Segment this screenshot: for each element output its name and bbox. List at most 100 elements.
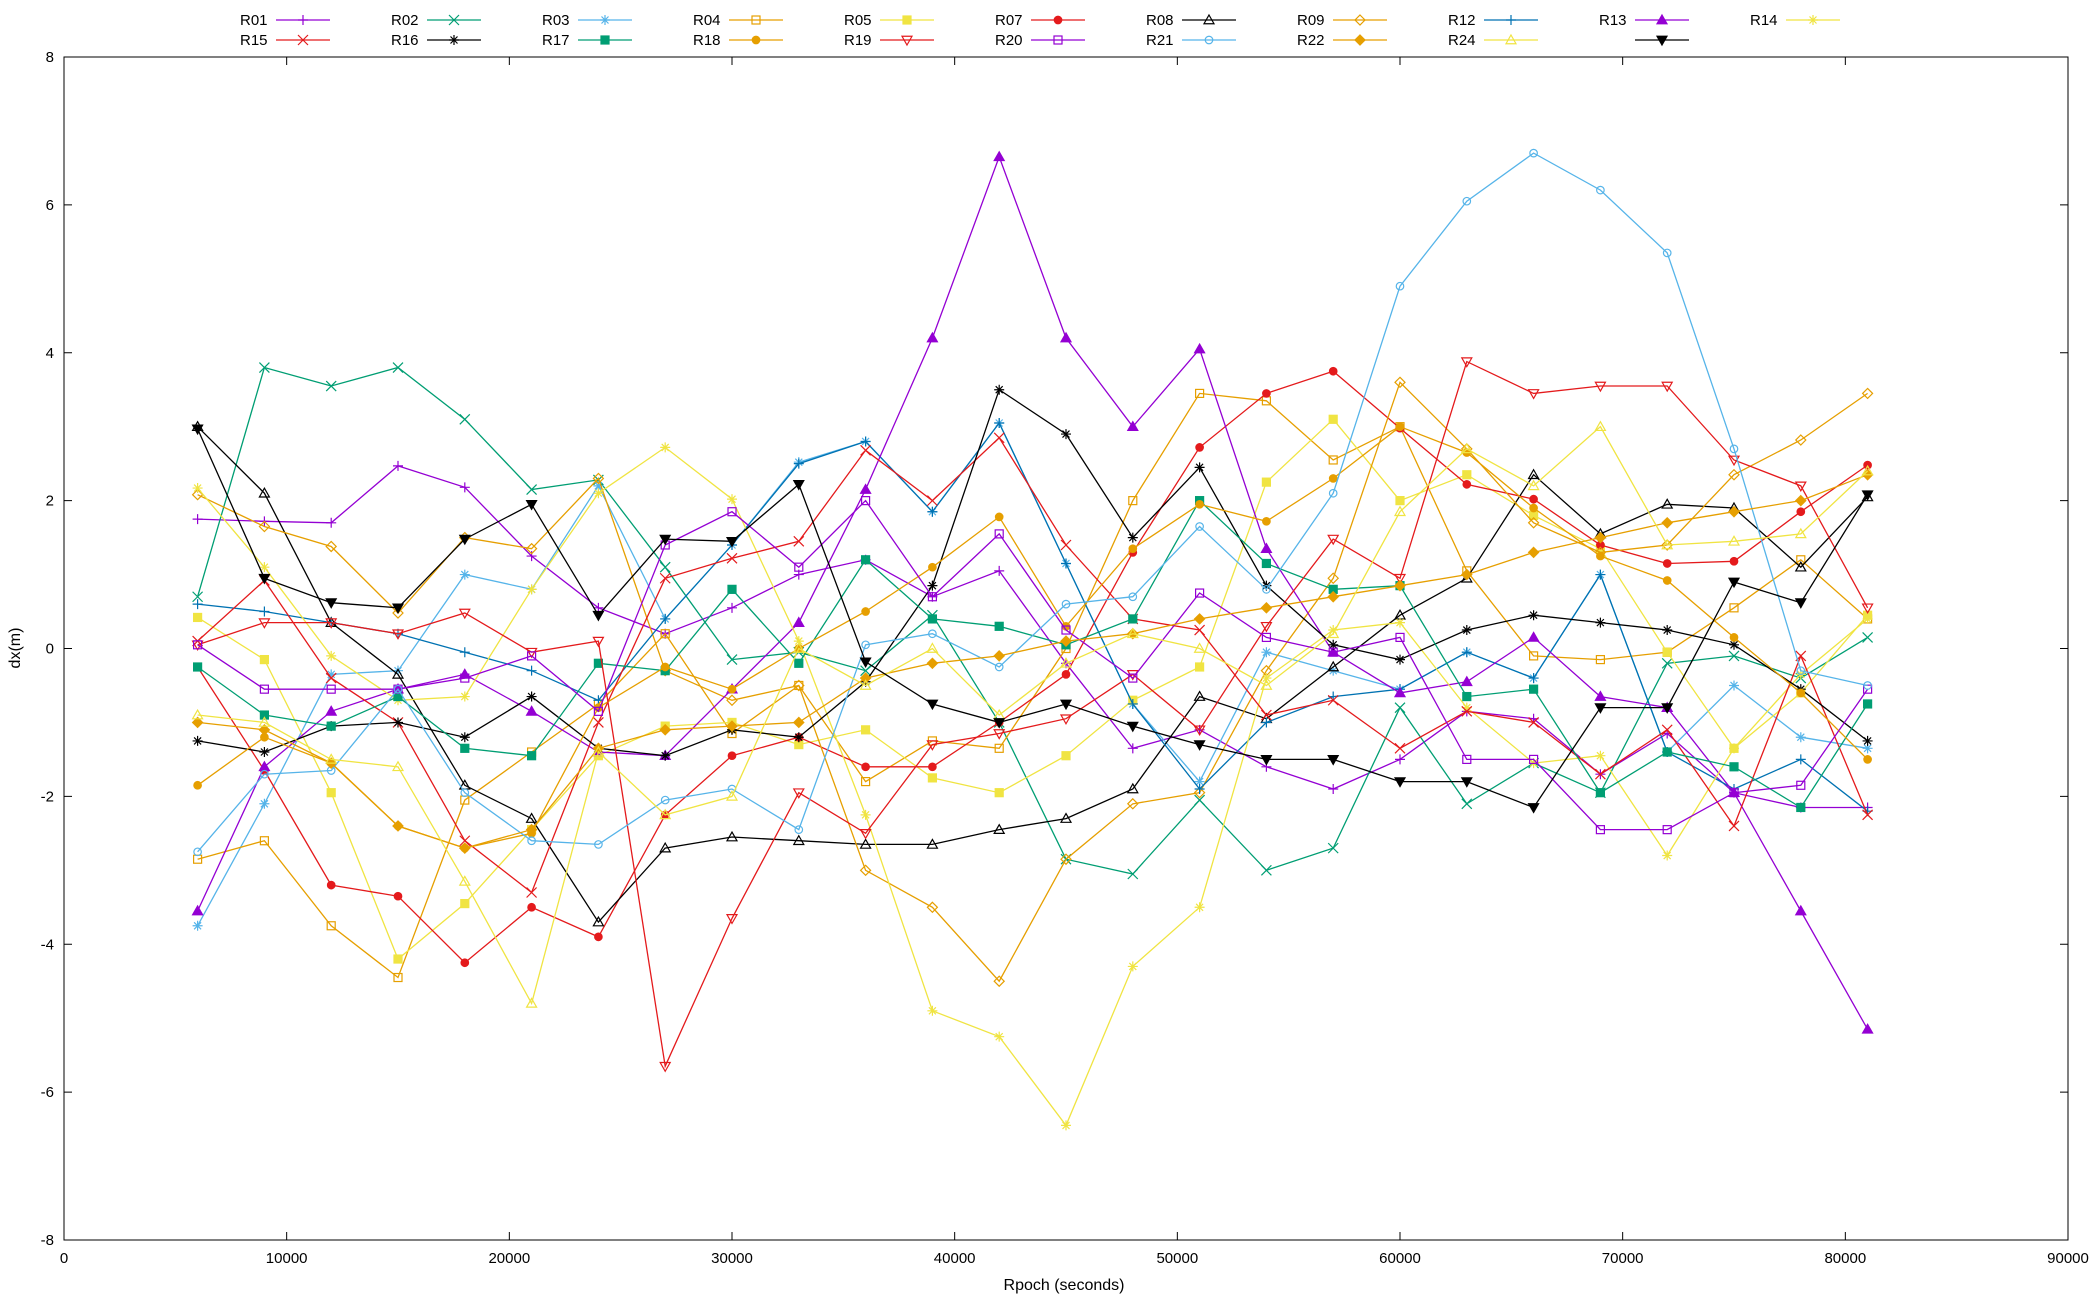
legend-label: R02 bbox=[391, 12, 419, 29]
data-point bbox=[994, 417, 1005, 428]
data-point bbox=[1127, 532, 1138, 543]
legend-item: R22 bbox=[1297, 32, 1387, 49]
y-tick-label: 6 bbox=[46, 197, 54, 214]
data-point bbox=[1395, 496, 1405, 506]
series-line-r24 bbox=[197, 425, 1869, 1006]
data-point bbox=[993, 150, 1006, 162]
data-point bbox=[258, 487, 271, 498]
data-point bbox=[1661, 516, 1674, 529]
data-point bbox=[1796, 802, 1806, 813]
data-point bbox=[1261, 632, 1272, 643]
data-point bbox=[792, 480, 805, 491]
legend-marker bbox=[1655, 35, 1669, 47]
data-point bbox=[927, 773, 938, 783]
data-point bbox=[726, 654, 738, 666]
data-point bbox=[526, 651, 537, 661]
data-point bbox=[391, 760, 405, 772]
data-point bbox=[926, 331, 939, 343]
data-point bbox=[1195, 443, 1204, 452]
legend-marker bbox=[600, 15, 610, 25]
series-r21 bbox=[193, 148, 1872, 857]
legend-marker bbox=[1506, 15, 1516, 25]
data-point bbox=[1527, 546, 1540, 559]
data-point bbox=[1327, 694, 1339, 706]
data-point bbox=[1861, 603, 1874, 615]
data-point bbox=[1461, 702, 1472, 713]
data-point bbox=[592, 636, 605, 648]
data-point bbox=[859, 483, 872, 494]
data-point bbox=[725, 536, 739, 548]
data-point bbox=[1662, 825, 1672, 835]
data-point bbox=[1796, 666, 1806, 676]
data-point bbox=[1863, 681, 1872, 690]
data-point bbox=[1394, 702, 1406, 714]
data-point bbox=[993, 650, 1006, 662]
data-point bbox=[1462, 480, 1472, 489]
data-point bbox=[1529, 503, 1538, 513]
data-point bbox=[1194, 662, 1205, 672]
data-point bbox=[1596, 185, 1605, 195]
data-point bbox=[726, 552, 738, 564]
data-point bbox=[1728, 820, 1740, 832]
series-line-r16 bbox=[197, 388, 1868, 757]
legend-item: R08 bbox=[1146, 12, 1236, 29]
data-point bbox=[592, 717, 604, 728]
data-point bbox=[1126, 782, 1139, 794]
data-point bbox=[1327, 534, 1340, 546]
legend-item: R21 bbox=[1146, 32, 1236, 49]
data-point bbox=[1395, 632, 1405, 643]
data-point bbox=[326, 880, 336, 890]
legend-item: R07 bbox=[995, 12, 1085, 29]
data-point bbox=[258, 618, 271, 629]
legend-label: R21 bbox=[1146, 32, 1174, 49]
legend-item: R16 bbox=[391, 32, 481, 49]
data-point bbox=[1126, 627, 1139, 639]
data-point bbox=[1194, 588, 1205, 598]
data-point bbox=[926, 657, 939, 670]
data-point bbox=[1594, 768, 1606, 780]
data-point bbox=[325, 540, 338, 553]
data-point bbox=[1795, 732, 1806, 743]
data-point bbox=[525, 499, 538, 511]
data-point bbox=[459, 732, 470, 743]
data-point bbox=[928, 629, 937, 639]
data-point bbox=[1126, 721, 1139, 733]
data-point bbox=[393, 460, 403, 471]
data-point bbox=[1595, 825, 1606, 835]
data-point bbox=[525, 705, 538, 716]
data-point bbox=[1193, 613, 1206, 625]
data-point bbox=[994, 788, 1004, 798]
data-point bbox=[1061, 558, 1071, 569]
data-point bbox=[725, 790, 739, 801]
data-point bbox=[1328, 455, 1338, 465]
data-point bbox=[926, 838, 939, 849]
data-point bbox=[1462, 196, 1472, 206]
data-point bbox=[593, 480, 604, 491]
data-point bbox=[592, 915, 605, 927]
data-point bbox=[1327, 842, 1339, 854]
data-point bbox=[393, 972, 403, 983]
data-point bbox=[727, 751, 737, 761]
data-point bbox=[1261, 477, 1272, 487]
series-r15 bbox=[192, 432, 1874, 898]
data-point bbox=[1727, 455, 1741, 467]
x-tick-label: 30000 bbox=[711, 1250, 753, 1267]
legend-label: R07 bbox=[995, 12, 1023, 29]
series-line-r08 bbox=[197, 426, 1869, 924]
data-point bbox=[1393, 505, 1407, 517]
data-point bbox=[1127, 868, 1139, 880]
legend-label: R12 bbox=[1448, 12, 1476, 29]
legend-label: R19 bbox=[844, 32, 872, 49]
data-point bbox=[1527, 468, 1540, 480]
data-point bbox=[792, 788, 805, 799]
data-point bbox=[1059, 699, 1073, 711]
data-point bbox=[1528, 651, 1539, 661]
data-point bbox=[1193, 725, 1206, 737]
data-point bbox=[460, 673, 470, 683]
data-point bbox=[192, 599, 203, 610]
data-point bbox=[392, 362, 404, 373]
data-point bbox=[1661, 724, 1673, 736]
data-point bbox=[1661, 657, 1673, 669]
data-point bbox=[1394, 742, 1406, 754]
data-point bbox=[927, 580, 938, 591]
